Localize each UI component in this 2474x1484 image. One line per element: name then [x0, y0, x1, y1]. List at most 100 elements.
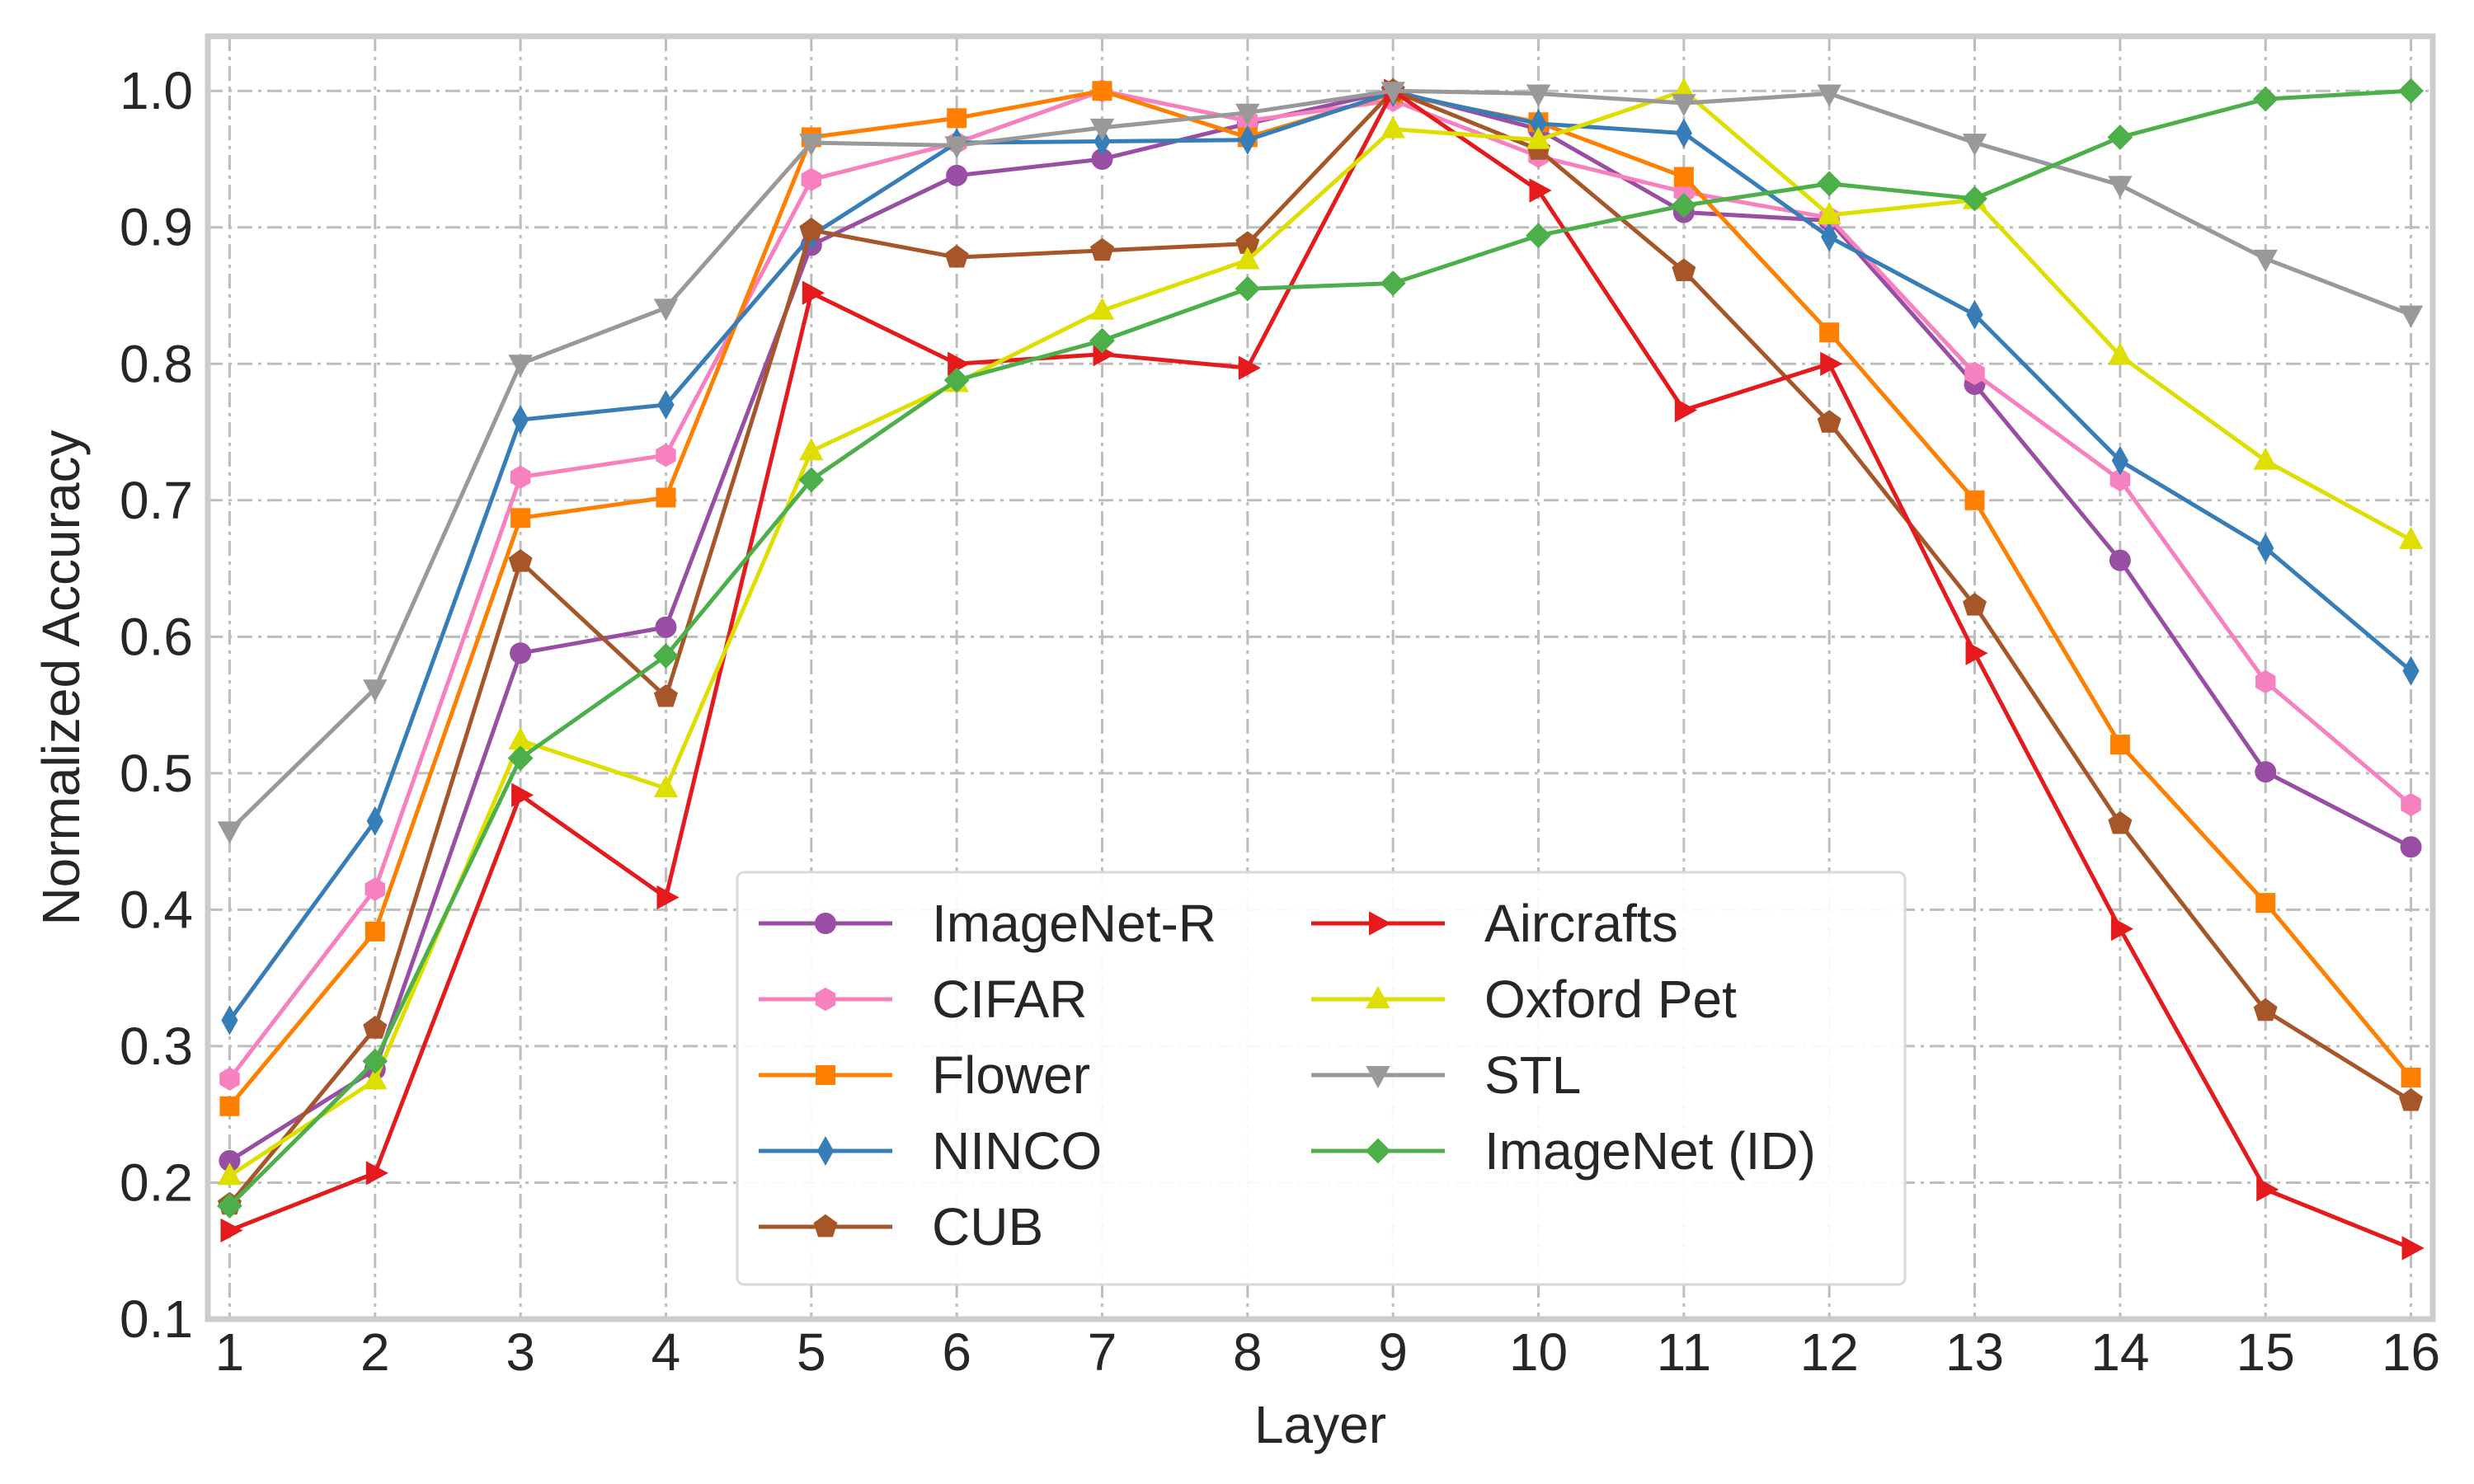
legend-swatch-marker	[813, 1214, 838, 1237]
data-point-cub	[2253, 998, 2278, 1021]
data-point-stl	[1672, 94, 1696, 117]
data-point-cifar	[2109, 467, 2131, 492]
data-point-flower	[1673, 167, 1694, 187]
data-point-imagenet-id	[1816, 171, 1842, 197]
legend-label: CIFAR	[932, 970, 1087, 1029]
data-point-oxford-pet	[2253, 447, 2278, 470]
data-point-oxford-pet	[653, 774, 679, 798]
legend-label: NINCO	[932, 1121, 1102, 1181]
legend-label: Oxford Pet	[1484, 970, 1737, 1029]
data-point-oxford-pet	[1235, 247, 1260, 270]
y-tick-label: 0.7	[120, 471, 193, 530]
data-point-imagenet-id	[1962, 186, 1987, 212]
x-tick-label: 1	[215, 1322, 245, 1382]
y-tick-label: 0.1	[120, 1289, 193, 1349]
data-point-ninco	[1239, 124, 1256, 155]
legend-item-imagenet-r: ImageNet-R	[759, 894, 1216, 953]
series-layer	[217, 77, 2425, 1261]
data-point-imagenet-r	[946, 164, 968, 186]
x-tick-label: 14	[2091, 1322, 2149, 1382]
data-point-imagenet-r	[2109, 549, 2131, 571]
legend-item-ninco: NINCO	[759, 1121, 1102, 1181]
data-point-oxford-pet	[217, 1162, 242, 1186]
plot-frame	[205, 33, 2436, 1322]
data-point-ninco	[2402, 655, 2420, 686]
data-point-stl	[2398, 305, 2424, 328]
y-tick-label: 0.2	[120, 1153, 193, 1212]
data-point-imagenet-id	[1235, 275, 1261, 302]
data-point-stl	[1235, 103, 1260, 126]
data-point-cub	[1089, 237, 1114, 261]
data-point-stl	[1962, 134, 1987, 157]
x-tick-label: 16	[2382, 1322, 2440, 1382]
data-point-imagenet-id	[1089, 327, 1115, 354]
data-point-cub	[653, 683, 678, 707]
data-point-imagenet-id	[217, 1193, 242, 1219]
series-line-ninco	[228, 90, 2413, 1021]
legend-label: Flower	[932, 1045, 1090, 1105]
data-point-cifar	[2401, 792, 2421, 817]
data-point-oxford-pet	[1817, 201, 1841, 224]
data-point-oxford-pet	[1380, 115, 1405, 139]
data-point-cub	[799, 217, 824, 241]
data-point-ninco	[1966, 299, 1983, 330]
legend-swatch-marker	[1366, 1066, 1390, 1089]
data-point-cub	[944, 244, 969, 268]
data-point-cifar	[801, 167, 822, 191]
x-tick-label: 7	[1088, 1322, 1117, 1382]
data-point-ninco	[657, 389, 675, 420]
series-line-oxford-pet	[228, 88, 2412, 1178]
data-point-stl	[1380, 82, 1405, 105]
x-tick-label: 10	[1509, 1322, 1568, 1382]
data-point-cifar	[1964, 361, 1985, 386]
data-point-stl	[2108, 176, 2133, 199]
legend-label: ImageNet-R	[932, 894, 1216, 953]
data-point-flower	[947, 108, 967, 129]
data-point-flower	[1964, 490, 1985, 510]
data-point-cub	[1672, 258, 1696, 282]
legend-item-aircrafts: Aircrafts	[1311, 894, 1678, 953]
series-line-cifar	[228, 88, 2413, 1081]
data-point-flower	[1092, 81, 1112, 101]
data-point-cifar	[656, 444, 676, 467]
data-point-stl	[1817, 84, 1841, 107]
data-point-aircrafts	[802, 280, 825, 305]
data-point-aircrafts	[1674, 397, 1697, 423]
data-point-aircrafts	[220, 1218, 243, 1243]
data-point-imagenet-r	[655, 616, 677, 638]
data-point-stl	[653, 298, 679, 322]
legend-item-cifar: CIFAR	[759, 970, 1087, 1029]
legend-label: CUB	[932, 1197, 1043, 1256]
data-point-imagenet-r	[2255, 761, 2277, 783]
data-point-stl	[2253, 249, 2278, 272]
x-tick-label: 9	[1378, 1322, 1408, 1382]
series-line-stl	[228, 88, 2412, 833]
x-axis-ticks: 1 2 3 4 5 6 7 8 9 10 11 12 13 14 15 16	[215, 1322, 2440, 1382]
data-point-cub	[508, 549, 533, 572]
series-line-aircrafts	[228, 88, 2412, 1251]
data-point-flower	[365, 921, 385, 942]
legend-swatch-marker	[1365, 1138, 1391, 1164]
data-point-aircrafts	[1965, 641, 1988, 665]
legend-swatch-marker	[816, 1135, 835, 1167]
legend-label: STL	[1484, 1045, 1581, 1105]
series-line-imagenet-r	[228, 88, 2412, 1163]
y-axis-ticks: 0.1 0.2 0.3 0.4 0.5 0.6 0.7 0.8 0.9 1.0	[120, 61, 193, 1349]
x-tick-label: 6	[942, 1322, 971, 1382]
series-stl	[217, 82, 2424, 844]
legend-swatch-marker	[1369, 911, 1392, 936]
data-point-oxford-pet	[363, 1067, 388, 1090]
data-point-oxford-pet	[2108, 342, 2133, 365]
data-point-flower	[656, 487, 676, 508]
y-tick-label: 0.6	[120, 607, 193, 666]
x-tick-label: 11	[1657, 1322, 1711, 1382]
data-point-cifar	[365, 877, 386, 901]
legend-swatch-marker	[1366, 985, 1390, 1008]
data-point-stl	[799, 134, 824, 157]
data-point-imagenet-id	[943, 367, 970, 393]
legend-item-imagenet-id: ImageNet (ID)	[1311, 1121, 1816, 1181]
legend-item-flower: Flower	[759, 1045, 1090, 1105]
data-point-stl	[217, 821, 242, 844]
data-point-stl	[363, 679, 388, 702]
